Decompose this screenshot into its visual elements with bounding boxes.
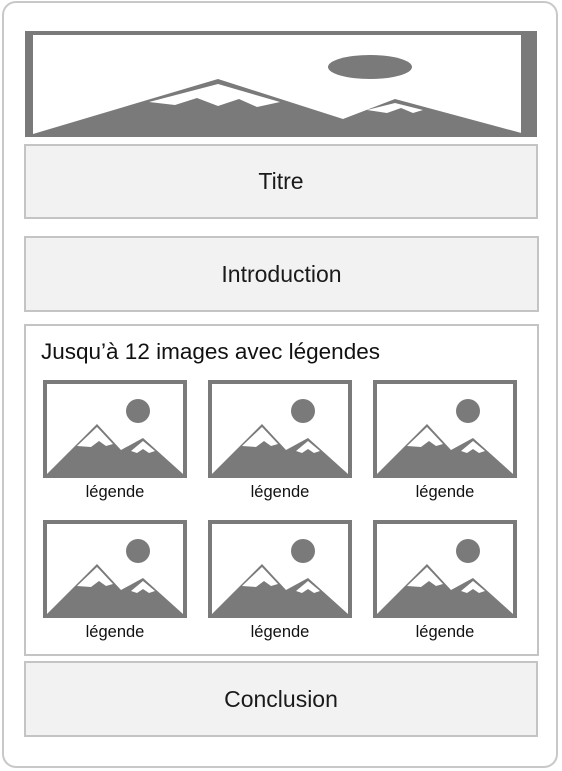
image-placeholder-icon <box>208 380 352 478</box>
conclusion-label: Conclusion <box>224 685 338 712</box>
hero-image-placeholder-icon <box>25 31 537 137</box>
title-label: Titre <box>258 168 304 194</box>
title-section: Titre <box>24 144 538 219</box>
gallery-item: légende <box>208 520 352 642</box>
gallery-caption: légende <box>415 623 475 641</box>
image-placeholder-icon <box>373 520 517 618</box>
gallery-item: légende <box>43 380 187 502</box>
image-placeholder-icon <box>43 380 187 478</box>
gallery-caption: légende <box>250 483 310 501</box>
gallery-item: légende <box>43 520 187 642</box>
gallery-item: légende <box>208 380 352 502</box>
gallery-heading: Jusqu’à 12 images avec légendes <box>41 339 380 364</box>
image-placeholder-icon <box>208 520 352 618</box>
image-placeholder-icon <box>43 520 187 618</box>
gallery-item: légende <box>373 520 517 642</box>
gallery-section: Jusqu’à 12 images avec légendes légende … <box>24 324 539 656</box>
gallery-caption: légende <box>85 483 145 501</box>
gallery-item: légende <box>373 380 517 502</box>
gallery-caption: légende <box>250 623 310 641</box>
gallery-caption: légende <box>85 623 145 641</box>
conclusion-section: Conclusion <box>24 661 538 737</box>
gallery-caption: légende <box>415 483 475 501</box>
introduction-section: Introduction <box>24 236 539 312</box>
introduction-label: Introduction <box>221 260 342 287</box>
image-placeholder-icon <box>373 380 517 478</box>
